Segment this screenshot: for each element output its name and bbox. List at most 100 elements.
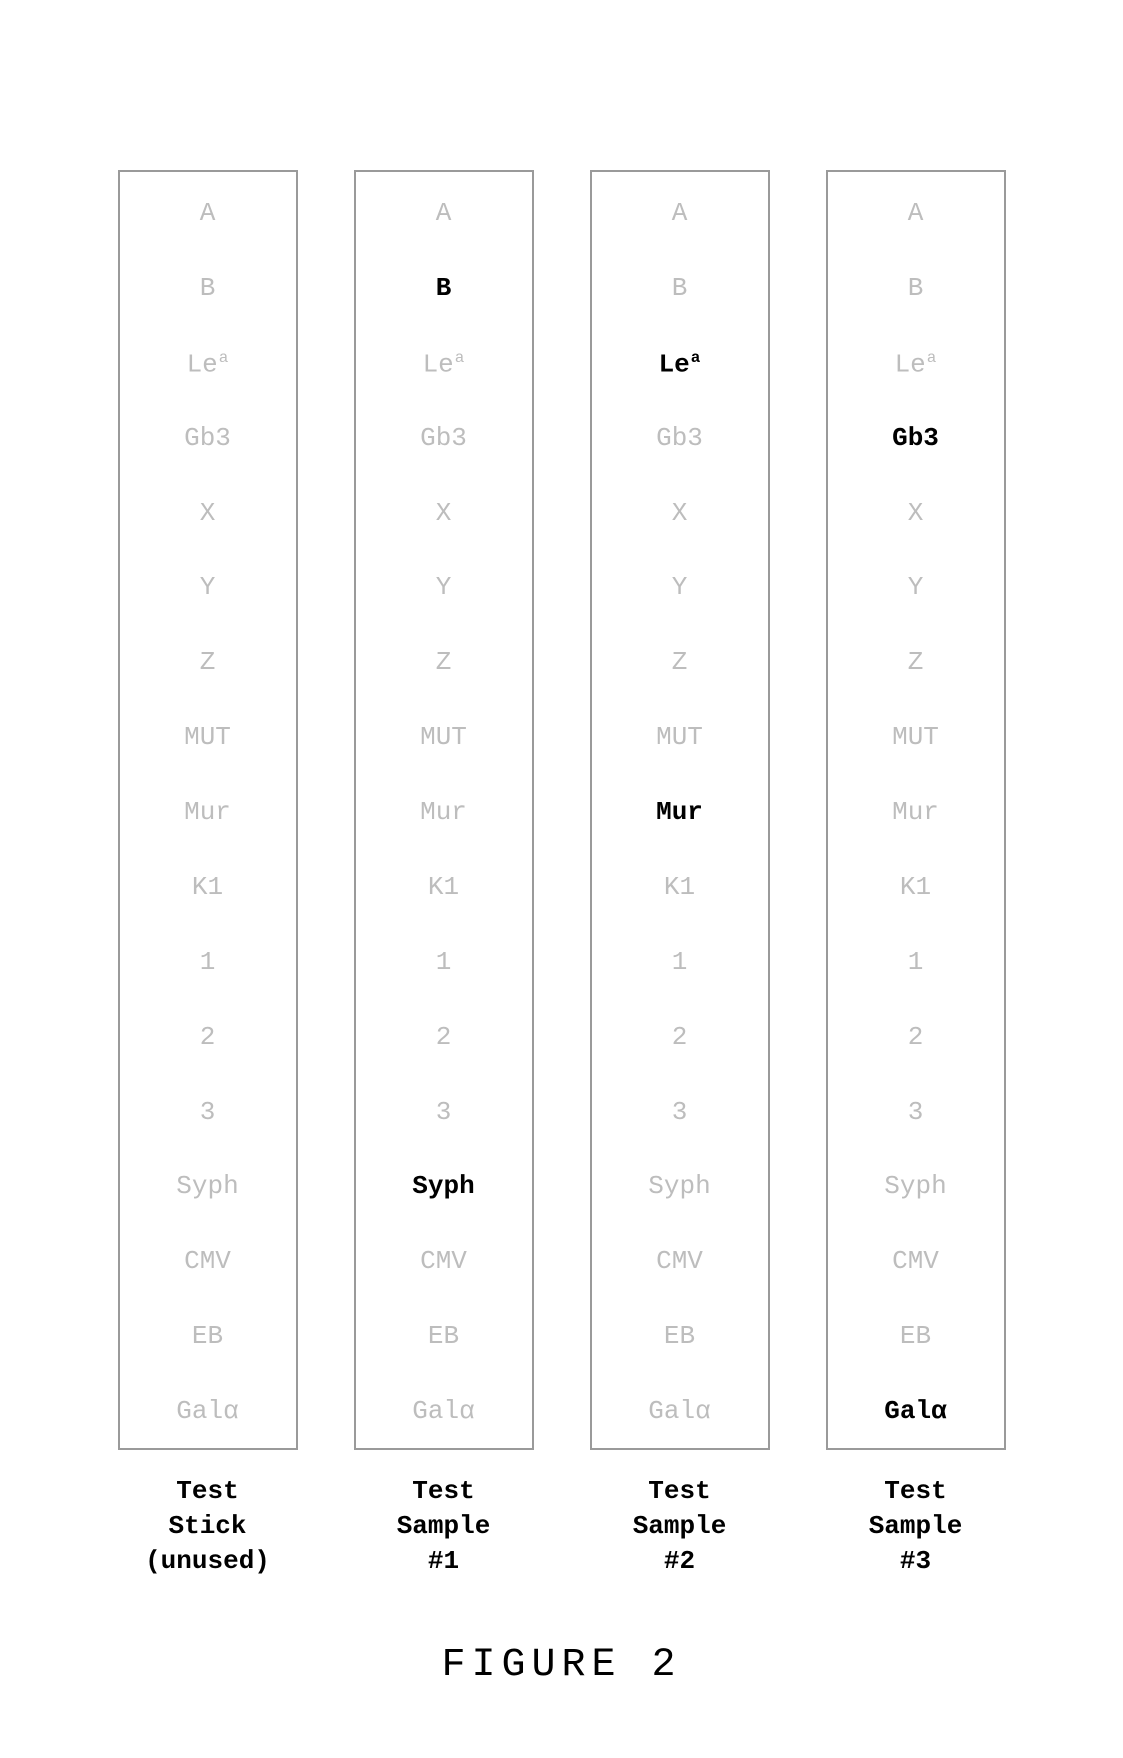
marker-n1: 1 (908, 949, 924, 979)
marker-Y: Y (908, 574, 924, 604)
marker-label: Gb3 (656, 423, 703, 453)
marker-A: A (908, 200, 924, 230)
marker-label: Le (895, 349, 926, 379)
marker-label: K1 (664, 872, 695, 902)
marker-B: B (672, 275, 688, 305)
marker-Y: Y (436, 574, 452, 604)
marker-label: K1 (900, 872, 931, 902)
marker-CMV: CMV (184, 1248, 231, 1278)
marker-label-sup: a (219, 349, 229, 367)
marker-Gala: Galα (884, 1398, 946, 1428)
figure-title: FIGURE 2 (0, 1643, 1123, 1688)
marker-Syph: Syph (176, 1173, 238, 1203)
caption-line: Sample (633, 1511, 727, 1541)
marker-label: 1 (436, 947, 452, 977)
marker-label: Mur (420, 797, 467, 827)
marker-A: A (436, 200, 452, 230)
marker-CMV: CMV (892, 1248, 939, 1278)
marker-n2: 2 (436, 1024, 452, 1054)
test-sticks-row: ABLeaGb3XYZMUTMurK1123SyphCMVEBGalαTestS… (0, 170, 1123, 1579)
stick-caption: Test Sample #1 (397, 1474, 491, 1579)
stick-caption: TestSample#3 (869, 1474, 963, 1579)
marker-label: Galα (176, 1396, 238, 1426)
marker-label: Syph (884, 1171, 946, 1201)
marker-A: A (672, 200, 688, 230)
marker-X: X (908, 500, 924, 530)
marker-label: B (908, 273, 924, 303)
marker-label: Le (187, 349, 218, 379)
marker-B: B (436, 275, 452, 305)
marker-label-sup: a (691, 349, 701, 367)
marker-label: Z (672, 647, 688, 677)
marker-Gb3: Gb3 (892, 425, 939, 455)
caption-line: Sample (397, 1511, 491, 1541)
stick-caption: Test Stick (unused) (145, 1474, 270, 1579)
marker-label: 2 (436, 1022, 452, 1052)
stick-caption: Test Sample #2 (633, 1474, 727, 1579)
marker-X: X (200, 500, 216, 530)
marker-Gala: Galα (176, 1398, 238, 1428)
marker-label: 2 (200, 1022, 216, 1052)
marker-label: 3 (436, 1097, 452, 1127)
stick-column: ABLeaGb3XYZMUTMurK1123SyphCMVEBGalαTestS… (826, 170, 1006, 1579)
marker-label: Le (659, 349, 690, 379)
caption-line: Test (648, 1476, 710, 1506)
marker-label: CMV (656, 1246, 703, 1276)
marker-label: Gb3 (892, 423, 939, 453)
marker-label: Galα (884, 1396, 946, 1426)
marker-MUT: MUT (184, 724, 231, 754)
marker-Z: Z (436, 649, 452, 679)
marker-EB: EB (900, 1323, 931, 1353)
caption-line: #3 (900, 1546, 931, 1576)
marker-label-sup: a (927, 349, 937, 367)
test-stick: ABLeaGb3XYZMUTMurK1123SyphCMVEBGalα (118, 170, 298, 1450)
marker-label: K1 (192, 872, 223, 902)
caption-line: Test (412, 1476, 474, 1506)
marker-Syph: Syph (884, 1173, 946, 1203)
marker-label-sup: a (455, 349, 465, 367)
caption-line: #1 (428, 1546, 459, 1576)
marker-Gala: Galα (412, 1398, 474, 1428)
marker-Gb3: Gb3 (184, 425, 231, 455)
marker-label: B (436, 273, 452, 303)
marker-label: Galα (412, 1396, 474, 1426)
marker-label: CMV (184, 1246, 231, 1276)
marker-label: EB (900, 1321, 931, 1351)
marker-EB: EB (664, 1323, 695, 1353)
marker-n3: 3 (672, 1099, 688, 1129)
marker-label: 3 (200, 1097, 216, 1127)
marker-label: 3 (672, 1097, 688, 1127)
marker-n3: 3 (436, 1099, 452, 1129)
marker-label: A (200, 198, 216, 228)
marker-n2: 2 (672, 1024, 688, 1054)
marker-B: B (200, 275, 216, 305)
marker-Mur: Mur (656, 799, 703, 829)
marker-X: X (672, 500, 688, 530)
marker-label: A (436, 198, 452, 228)
marker-label: Y (672, 572, 688, 602)
marker-n2: 2 (200, 1024, 216, 1054)
marker-label: Z (436, 647, 452, 677)
caption-line: Test (176, 1476, 238, 1506)
caption-line: (unused) (145, 1546, 270, 1576)
marker-label: Mur (656, 797, 703, 827)
marker-K1: K1 (900, 874, 931, 904)
marker-Z: Z (200, 649, 216, 679)
caption-line: Stick (168, 1511, 246, 1541)
marker-label: CMV (420, 1246, 467, 1276)
caption-line: Sample (869, 1511, 963, 1541)
marker-label: X (436, 498, 452, 528)
stick-column: ABLeaGb3XYZMUTMurK1123SyphCMVEBGalαTestS… (118, 170, 298, 1579)
marker-label: Galα (648, 1396, 710, 1426)
marker-label: A (672, 198, 688, 228)
marker-label: Y (436, 572, 452, 602)
caption-line: #2 (664, 1546, 695, 1576)
test-stick: ABLeaGb3XYZMUTMurK1123SyphCMVEBGalα (826, 170, 1006, 1450)
marker-K1: K1 (664, 874, 695, 904)
marker-label: Syph (412, 1171, 474, 1201)
marker-Lea: Lea (895, 350, 937, 380)
marker-MUT: MUT (892, 724, 939, 754)
marker-label: X (200, 498, 216, 528)
marker-label: MUT (420, 722, 467, 752)
marker-n1: 1 (436, 949, 452, 979)
